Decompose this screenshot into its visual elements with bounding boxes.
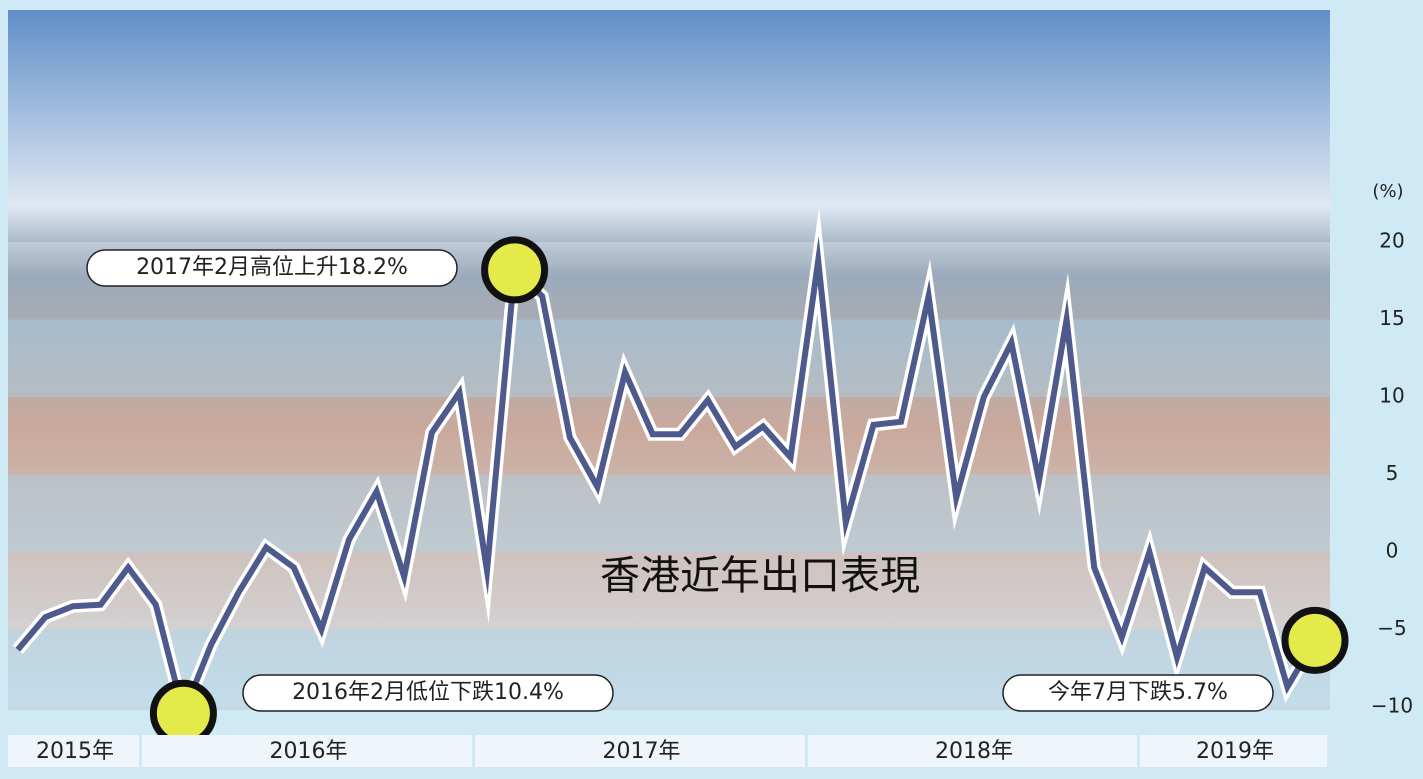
unit-label: (%): [1372, 181, 1403, 202]
y-tick-label: 15: [1379, 306, 1404, 330]
x-group-label: 2019年: [1196, 739, 1274, 764]
chart: 香港近年出口表現 (%) 2016年2月低位下跌10.4% 2017年2月高位上升…: [0, 0, 1423, 775]
x-group-label: 2016年: [270, 739, 348, 764]
y-tick-label: 10: [1379, 384, 1404, 408]
annotation: 2017年2月高位上升18.2%: [136, 255, 408, 280]
annotation: 今年7月下跌5.7%: [1048, 680, 1228, 705]
highlight-marker: [485, 240, 545, 300]
y-tick-label: 0: [1386, 539, 1399, 563]
highlight-marker: [1285, 610, 1345, 670]
x-group-label: 2017年: [603, 739, 681, 764]
chart-title: 香港近年出口表現: [600, 553, 920, 599]
y-tick-label: −5: [1377, 616, 1406, 640]
x-group-label: 2018年: [935, 739, 1013, 764]
annotation: 2016年2月低位下跌10.4%: [292, 680, 564, 705]
y-tick-label: −10: [1371, 694, 1413, 718]
x-group-label: 2015年: [36, 739, 114, 764]
y-tick-label: 5: [1386, 461, 1399, 485]
y-tick-label: 20: [1379, 229, 1404, 253]
highlight-marker: [153, 683, 213, 743]
grid-band: [8, 320, 1330, 398]
grid-band: [8, 475, 1330, 553]
